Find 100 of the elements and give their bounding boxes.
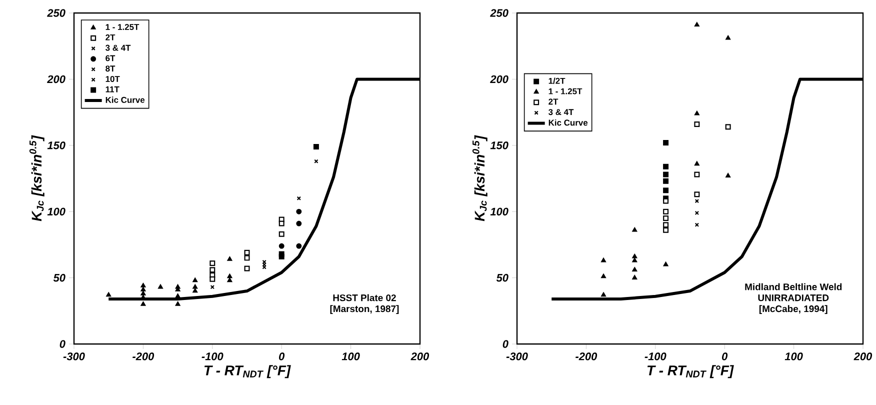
point (140, 286, 146, 292)
x-tick-label: 0 (722, 352, 728, 360)
annotation: [McCabe, 1994] (759, 305, 828, 314)
y-tick-label: 100 (47, 208, 66, 216)
y-tick-label: 50 (496, 274, 508, 282)
point (632, 275, 638, 280)
point (694, 172, 700, 178)
legend-label: 2T (106, 34, 116, 40)
point (227, 278, 232, 282)
x-tick-label: 0 (279, 352, 285, 360)
legend-label: 8T (106, 66, 116, 72)
legend-label: 1 - 1.25T (548, 88, 582, 94)
legend-label: 3 & 4T (548, 109, 574, 116)
point (278, 254, 284, 260)
point (175, 302, 180, 306)
point (140, 283, 146, 288)
point (663, 198, 669, 204)
legend-label: Kic Curve (106, 96, 145, 103)
legend-label: Kic Curve (548, 119, 588, 126)
y-tick-label: 250 (490, 9, 508, 17)
point (192, 278, 198, 282)
point (140, 302, 146, 306)
point (663, 178, 669, 184)
point (210, 260, 216, 266)
x-axis-title: T - RT$_{NDT}$ [°F] (204, 365, 291, 378)
point (278, 231, 284, 237)
x-tick-label: 200 (854, 352, 872, 360)
point (725, 124, 731, 130)
point (663, 208, 669, 214)
point (175, 294, 180, 298)
legend-label: 6T (106, 55, 116, 62)
y-tick-label: 0 (502, 340, 508, 348)
annotation: Midland Beltline Weld (745, 283, 842, 290)
point (313, 144, 319, 150)
point (227, 256, 232, 261)
point (694, 192, 700, 198)
point (726, 35, 731, 40)
point (663, 164, 669, 170)
point (192, 284, 198, 289)
point (192, 288, 198, 293)
point (632, 267, 638, 272)
x-tick-label: -100 (202, 352, 224, 360)
point (694, 121, 700, 127)
x-tick-label: -200 (132, 352, 154, 360)
point (601, 258, 606, 262)
y-tick-label: 100 (490, 208, 508, 216)
point (694, 161, 700, 166)
x-axis-title: T - RT$_{NDT}$ [°F] (647, 365, 734, 378)
annotation: HSST Plate 02 (333, 294, 396, 302)
x-tick-label: -100 (644, 352, 666, 360)
point (632, 227, 638, 232)
point (244, 266, 250, 272)
point (663, 215, 669, 221)
point (296, 196, 302, 200)
x-tick-label: -200 (576, 352, 598, 360)
point (632, 258, 638, 262)
point (601, 274, 606, 278)
x-tick-label: -300 (63, 352, 85, 360)
point (726, 173, 731, 178)
legend-label: 1/2T (548, 78, 566, 84)
point (694, 222, 700, 227)
legend-label: 3 & 4T (105, 44, 131, 51)
point (663, 172, 669, 178)
point (106, 292, 112, 297)
point (694, 110, 700, 116)
y-tick-label: 250 (47, 9, 66, 17)
legend-label: 10T (106, 76, 120, 82)
x-tick-label: -300 (506, 352, 528, 360)
point (278, 220, 284, 226)
point (278, 243, 284, 249)
point (210, 276, 216, 282)
point (663, 262, 668, 266)
point (663, 140, 669, 146)
legend-label: 1 - 1.25T (106, 24, 140, 30)
x-tick-label: 200 (410, 352, 430, 360)
y-tick-label: 200 (47, 75, 66, 84)
point (663, 222, 669, 228)
point (296, 220, 302, 226)
point (244, 255, 250, 261)
point (663, 188, 669, 194)
x-tick-label: 100 (342, 352, 360, 360)
point (694, 198, 700, 204)
y-tick-label: 0 (60, 340, 66, 348)
y-axis-title: K$_{Jc}$ [ksi*in$^{0.5}$] (472, 135, 488, 222)
legend-label: 11T (106, 86, 120, 92)
point (210, 267, 216, 273)
point (227, 274, 232, 278)
point (632, 254, 638, 258)
y-tick-label: 50 (53, 274, 66, 282)
point (158, 284, 163, 289)
annotation: [Marston, 1987] (330, 305, 399, 314)
y-tick-label: 200 (490, 75, 508, 84)
legend-label: 2T (548, 98, 558, 105)
y-tick-label: 150 (490, 142, 508, 150)
y-tick-label: 150 (47, 142, 66, 150)
y-axis-title: K$_{Jc}$ [ksi*in$^{0.5}$] (29, 135, 44, 222)
x-tick-label: 100 (784, 352, 803, 360)
point (140, 290, 146, 296)
point (663, 227, 669, 233)
point (601, 292, 606, 297)
